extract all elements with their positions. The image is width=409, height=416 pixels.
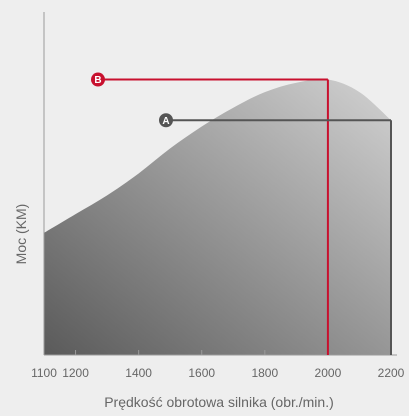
x-tick-label: 2000 bbox=[315, 366, 342, 380]
power-curve-area bbox=[44, 79, 391, 355]
y-axis-title: Moc (KM) bbox=[13, 204, 29, 265]
x-tick-label: 2200 bbox=[378, 366, 405, 380]
marker-label: A bbox=[162, 116, 169, 127]
x-tick-label: 1400 bbox=[125, 366, 152, 380]
x-tick-label: 1800 bbox=[251, 366, 278, 380]
marker-badge bbox=[91, 72, 105, 87]
x-axis-title: Prędkość obrotowa silnika (obr./min.) bbox=[104, 394, 334, 410]
marker-b: B bbox=[91, 72, 329, 355]
x-tick-label: 1100 bbox=[31, 366, 57, 380]
marker-a: A bbox=[159, 113, 392, 355]
x-tick-label: 1200 bbox=[62, 366, 89, 380]
marker-badge bbox=[159, 113, 173, 128]
marker-label: B bbox=[94, 75, 101, 86]
x-tick-label: 1600 bbox=[188, 366, 215, 380]
